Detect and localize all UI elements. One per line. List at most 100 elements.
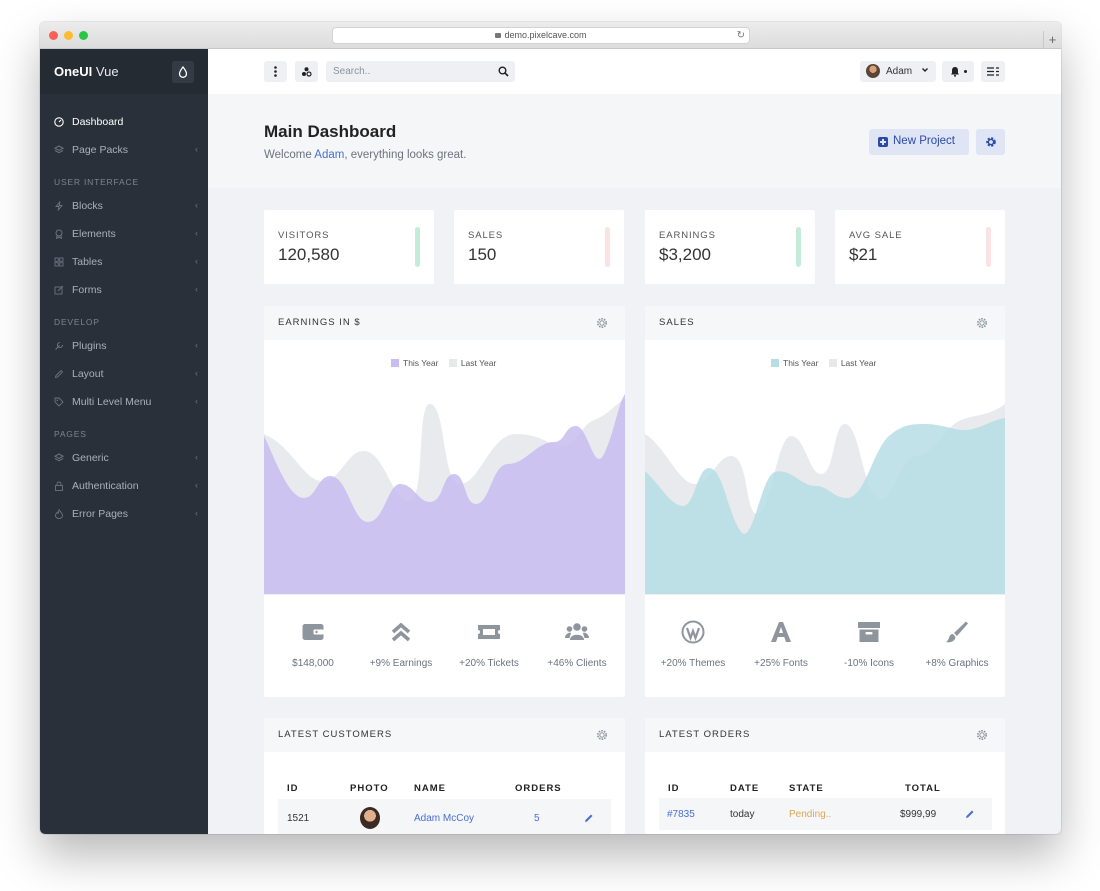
theme-toggle-button[interactable] — [172, 61, 194, 83]
customer-avatar — [360, 807, 380, 829]
stat-value: $21 — [849, 245, 878, 264]
stat-label: EARNINGS — [659, 230, 716, 241]
metric-label: +20% Tickets — [459, 658, 519, 669]
sidebar-item-blocks[interactable]: Blocks ‹ — [40, 192, 208, 220]
user-menu-button[interactable]: Adam — [860, 61, 936, 82]
card-header: EARNINGS IN $ — [264, 306, 625, 340]
stat-card-earnings[interactable]: EARNINGS $3,200 — [645, 210, 815, 284]
column-header-photo: PHOTO — [350, 783, 389, 794]
column-header-date: DATE — [730, 783, 760, 794]
sidebar-item-label: Forms — [72, 284, 102, 296]
minimize-window-button[interactable] — [64, 31, 73, 40]
gear-icon[interactable] — [596, 729, 608, 741]
sidebar-item-label: Generic — [72, 452, 109, 464]
search-box — [326, 61, 515, 82]
maximize-window-button[interactable] — [79, 31, 88, 40]
card-title: EARNINGS IN $ — [278, 317, 361, 328]
column-header-total: TOTAL — [905, 783, 941, 794]
earnings-area-chart — [264, 394, 625, 595]
legend-label: Last Year — [840, 358, 877, 368]
legend-item-last-year[interactable]: Last Year — [828, 358, 877, 368]
stat-card-avg-sale[interactable]: AVG SALE $21 — [835, 210, 1005, 284]
sidebar-item-plugins[interactable]: Plugins ‹ — [40, 332, 208, 360]
close-window-button[interactable] — [49, 31, 58, 40]
edit-pencil-icon[interactable] — [584, 813, 594, 823]
address-bar[interactable]: demo.pixelcave.com ↻ — [332, 27, 750, 44]
badge-icon — [55, 229, 63, 239]
sidebar-item-error-pages[interactable]: Error Pages ‹ — [40, 500, 208, 528]
sidebar-brand: OneUI Vue — [40, 49, 208, 94]
layout-options-button[interactable] — [295, 61, 318, 82]
sidebar-item-label: Error Pages — [72, 508, 129, 520]
order-total: $999,99 — [900, 809, 937, 820]
welcome-user-link[interactable]: Adam — [314, 149, 345, 161]
metric-icons: -10% Icons — [825, 595, 913, 697]
new-project-button[interactable]: New Project — [869, 129, 969, 155]
table-row: #7835 today Pending.. $999,99 — [659, 798, 992, 830]
reload-icon[interactable]: ↻ — [736, 30, 745, 41]
chevron-left-icon: ‹ — [195, 396, 198, 406]
card-header: LATEST CUSTOMERS — [264, 718, 625, 752]
brand-suffix: Vue — [95, 64, 119, 79]
notification-dot-icon — [964, 70, 967, 73]
sidebar-item-label: Authentication — [72, 480, 139, 492]
search-icon[interactable] — [498, 66, 509, 77]
customer-name-link[interactable]: Adam McCoy — [414, 813, 475, 824]
gear-icon — [986, 137, 996, 147]
chevron-left-icon: ‹ — [195, 228, 198, 238]
sales-card: SALES This Year Last Year +20% Themes +2… — [645, 306, 1005, 697]
legend-swatch — [448, 359, 457, 367]
page-header: Main Dashboard Welcome Adam, everything … — [208, 94, 1061, 188]
edit-pencil-icon[interactable] — [965, 809, 975, 819]
chevron-down-icon — [922, 68, 928, 72]
metric-label: +25% Fonts — [754, 658, 808, 669]
font-icon — [771, 622, 791, 642]
stat-card-visitors[interactable]: VISITORS 120,580 — [264, 210, 434, 284]
customer-orders-link[interactable]: 5 — [534, 813, 540, 824]
legend-item-this-year[interactable]: This Year — [771, 358, 818, 368]
sidebar-item-elements[interactable]: Elements ‹ — [40, 220, 208, 248]
sidebar-item-tables[interactable]: Tables ‹ — [40, 248, 208, 276]
gear-icon[interactable] — [976, 317, 988, 329]
customer-id: 1521 — [287, 813, 310, 824]
metric-label: -10% Icons — [843, 658, 895, 669]
stat-label: AVG SALE — [849, 230, 903, 241]
sidebar-item-authentication[interactable]: Authentication ‹ — [40, 472, 208, 500]
lock-icon — [55, 481, 63, 491]
settings-button[interactable] — [976, 129, 1005, 155]
double-chevron-up-icon — [391, 622, 411, 642]
legend-item-last-year[interactable]: Last Year — [448, 358, 496, 368]
sidebar-item-generic[interactable]: Generic ‹ — [40, 444, 208, 472]
sidebar-item-forms[interactable]: Forms ‹ — [40, 276, 208, 304]
stat-accent-bar — [605, 227, 610, 267]
table-row: 1521 Adam McCoy 5 — [278, 799, 611, 834]
gear-icon[interactable] — [596, 317, 608, 329]
list-icon — [987, 67, 999, 76]
browser-window: demo.pixelcave.com ↻ + OneUI Vue Dashboa… — [40, 22, 1061, 834]
grid-icon — [54, 257, 64, 267]
user-name: Adam — [886, 66, 913, 77]
sidebar-toggle-button[interactable] — [264, 61, 287, 82]
bolt-icon — [55, 201, 63, 211]
search-input[interactable] — [326, 61, 486, 82]
legend-swatch — [391, 359, 399, 367]
column-header-name: NAME — [414, 783, 446, 794]
legend-item-this-year[interactable]: This Year — [391, 358, 438, 368]
top-bar: Adam — [208, 49, 1061, 94]
gear-icon[interactable] — [976, 729, 988, 741]
latest-customers-card: LATEST CUSTOMERS ID PHOTO NAME ORDERS 15… — [264, 718, 625, 834]
sidebar-item-page-packs[interactable]: Page Packs ‹ — [40, 136, 208, 164]
legend-swatch — [828, 359, 837, 367]
sidebar-item-layout[interactable]: Layout ‹ — [40, 360, 208, 388]
notifications-button[interactable] — [942, 61, 974, 82]
sidebar-heading: PAGES — [54, 429, 87, 439]
sidebar-item-multi-level-menu[interactable]: Multi Level Menu ‹ — [40, 388, 208, 416]
card-header: SALES — [645, 306, 1005, 340]
brand-logo[interactable]: OneUI Vue — [54, 64, 119, 79]
this-year-area — [264, 394, 625, 595]
sidebar-item-dashboard[interactable]: Dashboard — [40, 108, 208, 136]
new-tab-button[interactable]: + — [1043, 31, 1061, 49]
side-overlay-button[interactable] — [981, 61, 1005, 82]
stat-card-sales[interactable]: SALES 150 — [454, 210, 624, 284]
order-id-link[interactable]: #7835 — [667, 809, 695, 820]
